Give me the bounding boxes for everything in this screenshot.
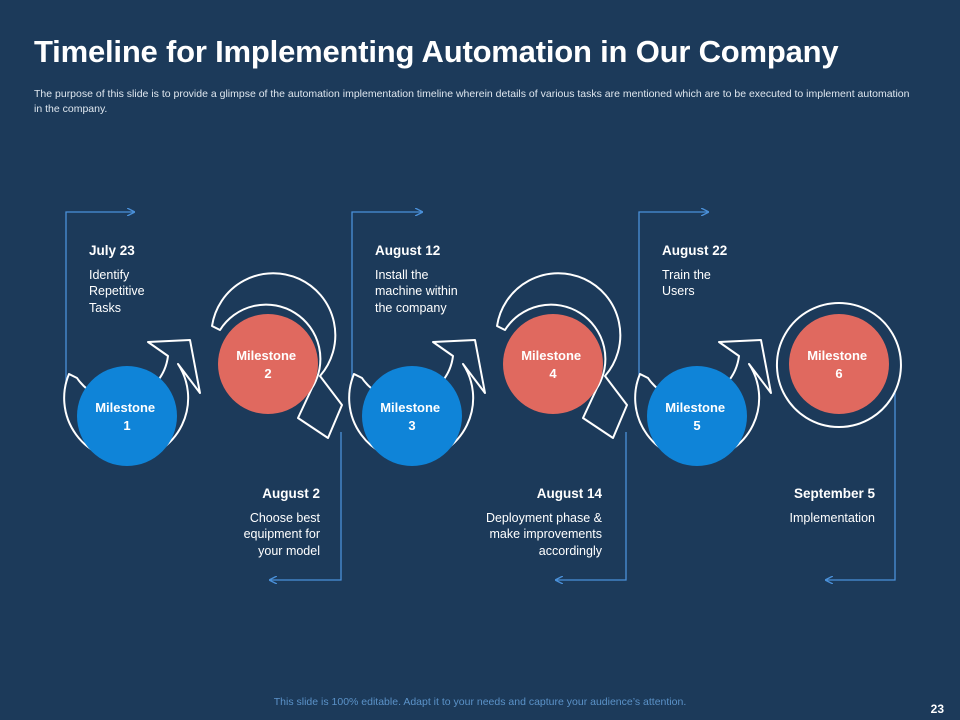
- milestone-label-2: Milestone 2: [236, 348, 300, 381]
- milestone-label-1: Milestone 1: [95, 400, 159, 433]
- connector-line-3: [351, 212, 422, 392]
- milestone-circle-6: [789, 314, 889, 414]
- milestone-info-5: August 22 Train the Users: [662, 243, 802, 300]
- milestone-info-3: August 12 Install the machine within the…: [375, 243, 515, 316]
- milestone-label-6: Milestone 6: [807, 348, 871, 381]
- milestone-info-2: August 2 Choose best equipment for your …: [180, 486, 320, 559]
- slide-title: Timeline for Implementing Automation in …: [34, 34, 839, 69]
- slide-footer: This slide is 100% editable. Adapt it to…: [273, 696, 687, 708]
- milestone-task-4: Deployment phase & make improvements acc…: [485, 510, 602, 558]
- milestone-circle-3: [362, 366, 462, 466]
- milestone-label-3: Milestone 3: [380, 400, 444, 433]
- ring-arrow-2: [211, 272, 343, 439]
- milestone-info-1: July 23 Identify Repetitive Tasks: [89, 243, 229, 316]
- milestone-circle-5: [647, 366, 747, 466]
- connector-line-2: [270, 432, 342, 580]
- connector-line-5: [638, 212, 708, 392]
- milestone-date-3: August 12: [375, 243, 441, 258]
- milestone-label-4: Milestone 4: [521, 348, 585, 381]
- milestone-date-2: August 2: [262, 486, 320, 501]
- milestone-task-5: Train the Users: [662, 267, 711, 299]
- slide-subtitle: The purpose of this slide is to provide …: [34, 88, 910, 115]
- milestone-circle-4: [503, 314, 603, 414]
- connector-line-6: [826, 392, 896, 580]
- milestone-circle-2: [218, 314, 318, 414]
- milestone-date-1: July 23: [89, 243, 135, 258]
- milestone-task-1: Identify Repetitive Tasks: [89, 267, 145, 315]
- milestone-date-6: September 5: [793, 486, 875, 501]
- connector-line-4: [556, 432, 627, 580]
- milestone-date-5: August 22: [662, 243, 728, 258]
- milestone-info-6: September 5 Implementation: [735, 486, 875, 526]
- milestone-task-2: Choose best equipment for your model: [243, 510, 320, 558]
- page-number: 23: [930, 702, 944, 716]
- ring-arrow-4: [496, 272, 628, 439]
- milestone-date-4: August 14: [536, 486, 602, 501]
- milestone-task-6: Implementation: [789, 510, 875, 525]
- milestone-task-3: Install the machine within the company: [375, 267, 458, 315]
- connector-line-1: [65, 212, 134, 392]
- milestone-circle-1: [77, 366, 177, 466]
- milestone-info-4: August 14 Deployment phase & make improv…: [462, 486, 602, 559]
- milestone-label-5: Milestone 5: [665, 400, 729, 433]
